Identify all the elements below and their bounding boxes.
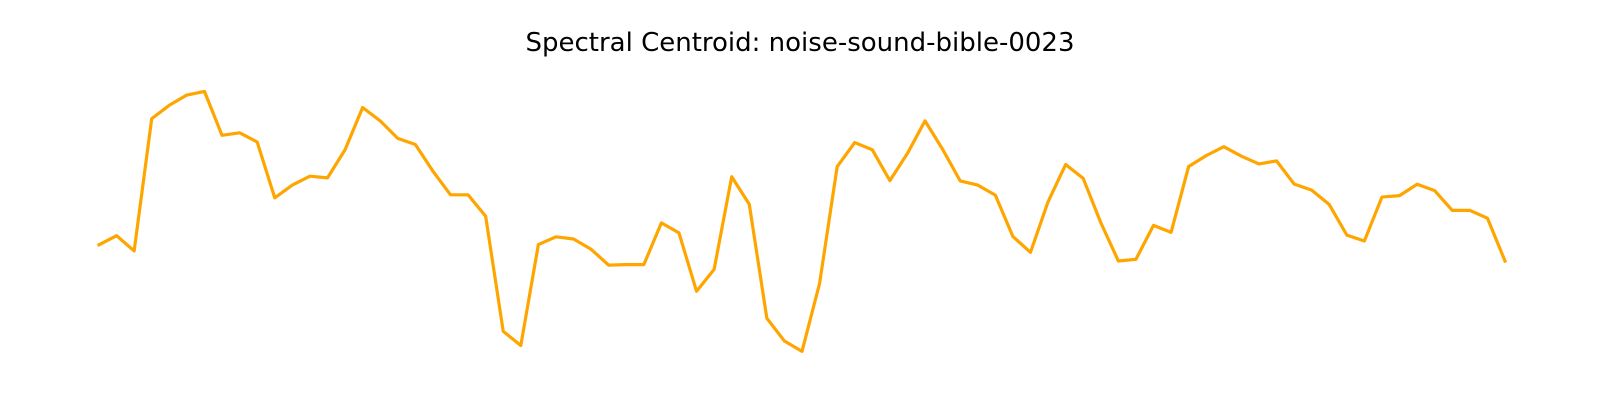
- plot-area: [96, 89, 1508, 353]
- spectral-centroid-line-0: [96, 89, 1508, 353]
- chart-title: Spectral Centroid: noise-sound-bible-002…: [525, 28, 1074, 58]
